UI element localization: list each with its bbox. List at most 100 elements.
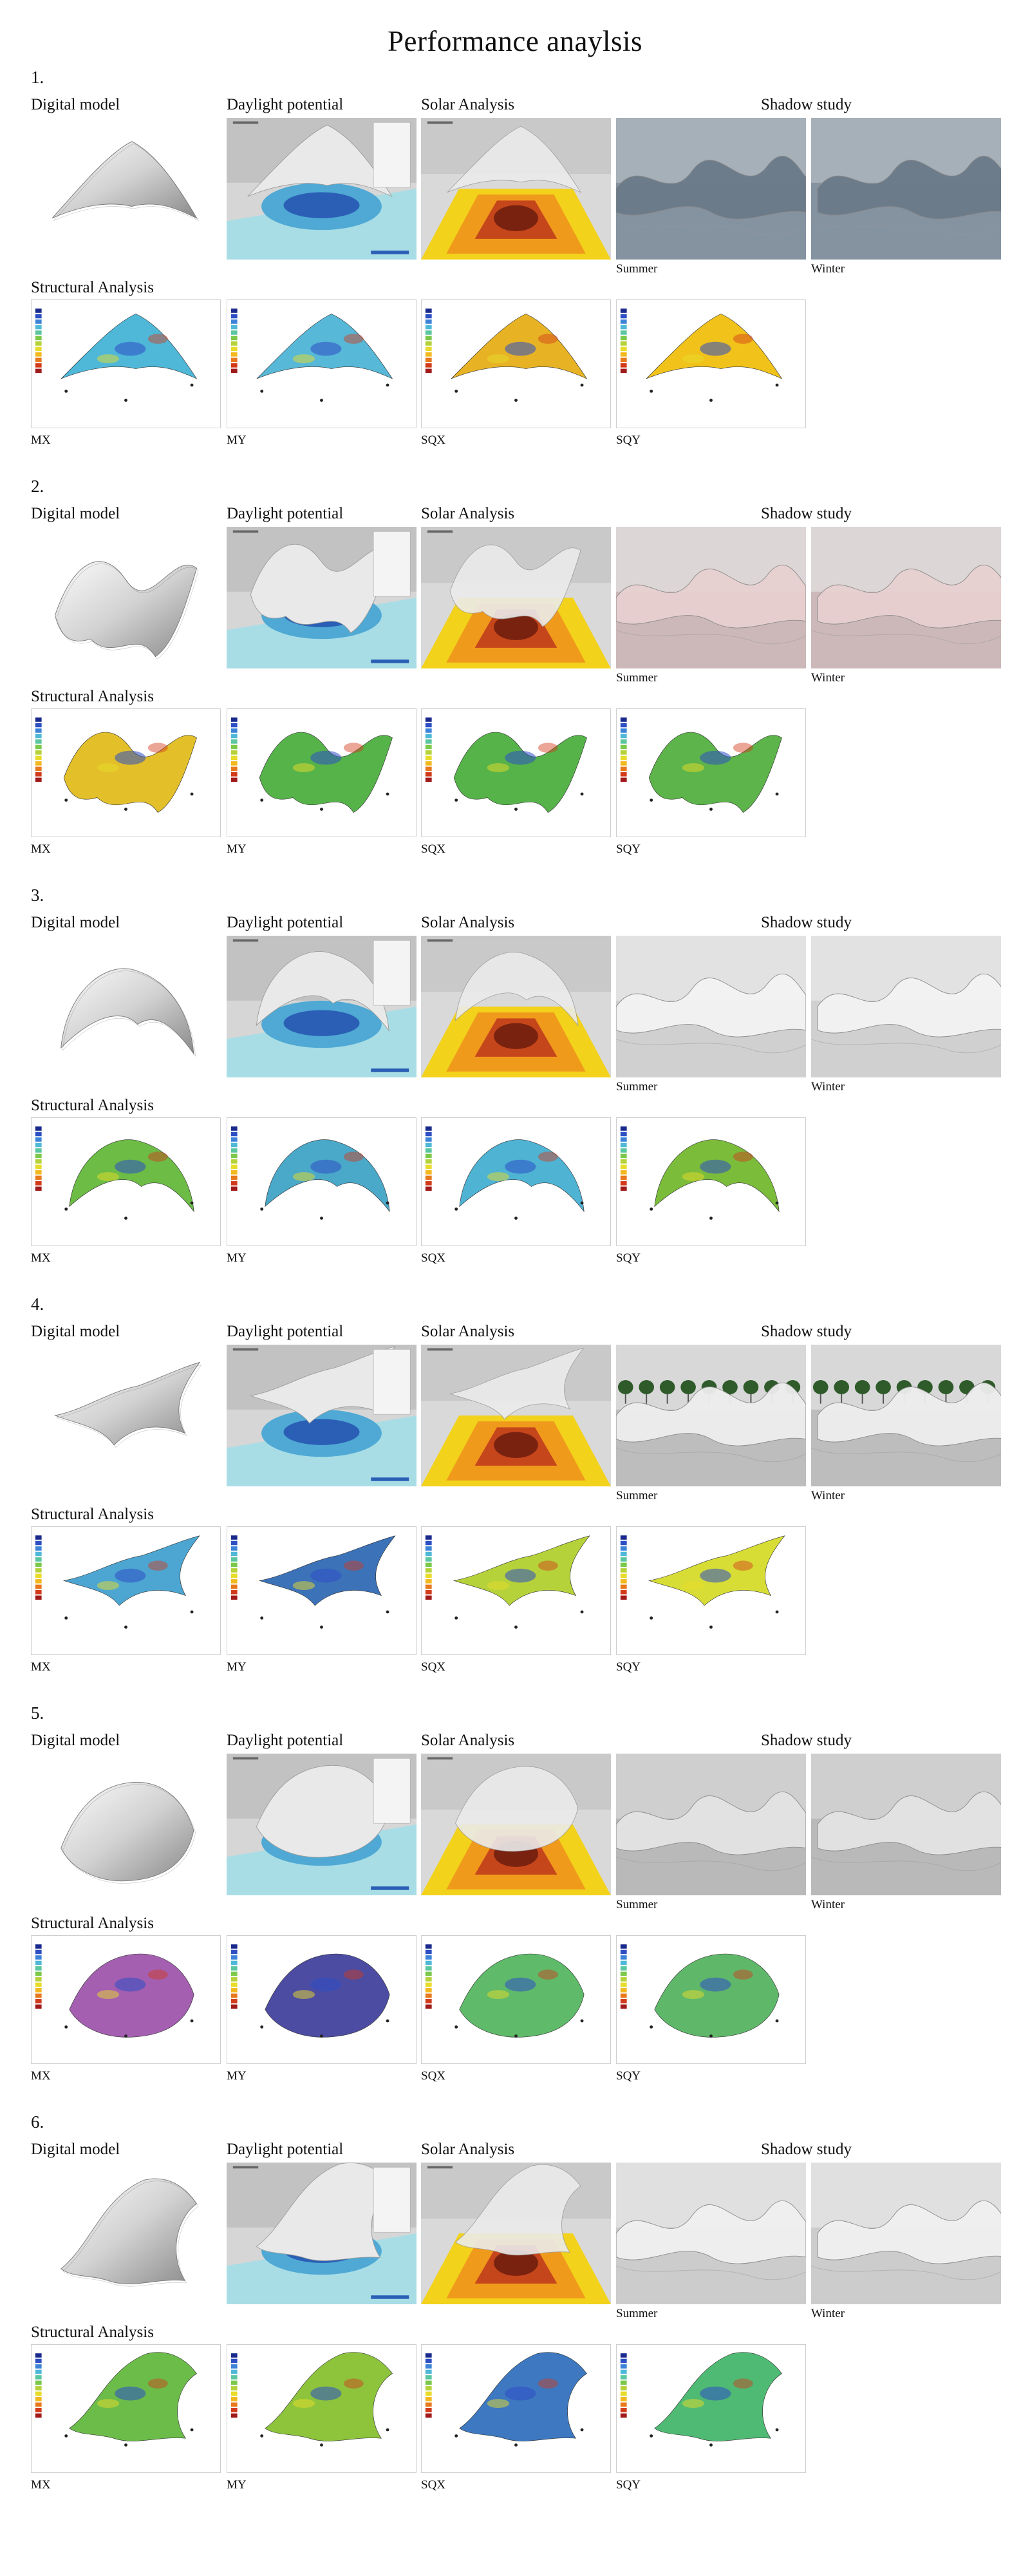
structural-mx-image xyxy=(31,1117,221,1246)
structural-sqy-image xyxy=(616,1117,806,1246)
winter-caption: Winter xyxy=(811,2307,845,2320)
my-caption: MY xyxy=(227,842,247,856)
structural-my-image xyxy=(227,708,417,837)
section-number: 5. xyxy=(31,1703,44,1723)
daylight-potential-image xyxy=(227,1754,417,1895)
my-caption: MY xyxy=(227,1660,247,1674)
winter-caption: Winter xyxy=(811,671,845,685)
structural-my-image xyxy=(227,1117,417,1246)
solar-analysis-image xyxy=(421,1754,611,1895)
solar-analysis-image xyxy=(421,936,611,1077)
daylight-label: Daylight potential xyxy=(227,1323,344,1340)
winter-caption: Winter xyxy=(811,1489,845,1502)
shadow-summer-image xyxy=(616,118,806,260)
summer-caption: Summer xyxy=(616,1489,658,1502)
structural-mx-image xyxy=(31,299,221,428)
structural-sqx-image xyxy=(421,1935,611,2064)
structural-mx-image xyxy=(31,1526,221,1655)
section-3: 3. Digital model Daylight potential Solar A… xyxy=(0,886,1030,1298)
solar-label: Solar Analysis xyxy=(421,1323,515,1340)
structural-sqy-image xyxy=(616,1935,806,2064)
sqx-caption: SQX xyxy=(421,2069,446,2083)
summer-caption: Summer xyxy=(616,1898,658,1911)
sqx-caption: SQX xyxy=(421,1251,446,1265)
structural-sqy-image xyxy=(616,299,806,428)
structural-analysis-label: Structural Analysis xyxy=(31,688,154,705)
solar-label: Solar Analysis xyxy=(421,1732,515,1749)
structural-mx-image xyxy=(31,2344,221,2473)
solar-analysis-image xyxy=(421,118,611,260)
sqy-caption: SQY xyxy=(616,1660,641,1674)
digital-model-image xyxy=(31,118,221,260)
sqx-caption: SQX xyxy=(421,433,446,447)
section-4: 4. Digital model Daylight potential Solar A… xyxy=(0,1294,1030,1707)
shadow-label: Shadow study xyxy=(761,1323,852,1340)
mx-caption: MX xyxy=(31,1660,51,1674)
sqy-caption: SQY xyxy=(616,842,641,856)
digital-model-label: Digital model xyxy=(31,96,120,113)
winter-caption: Winter xyxy=(811,262,845,276)
sqx-caption: SQX xyxy=(421,2478,446,2492)
structural-analysis-label: Structural Analysis xyxy=(31,1915,154,1932)
digital-model-label: Digital model xyxy=(31,1732,120,1749)
structural-my-image xyxy=(227,2344,417,2473)
daylight-potential-image xyxy=(227,2163,417,2304)
structural-analysis-label: Structural Analysis xyxy=(31,1506,154,1523)
shadow-label: Shadow study xyxy=(761,505,852,522)
solar-analysis-image xyxy=(421,2163,611,2304)
structural-mx-image xyxy=(31,1935,221,2064)
structural-my-image xyxy=(227,1935,417,2064)
shadow-label: Shadow study xyxy=(761,96,852,113)
daylight-potential-image xyxy=(227,118,417,260)
summer-caption: Summer xyxy=(616,1080,658,1094)
section-6: 6. Digital model Daylight potential Solar A… xyxy=(0,2112,1030,2524)
sqx-caption: SQX xyxy=(421,1660,446,1674)
daylight-label: Daylight potential xyxy=(227,1732,344,1749)
solar-label: Solar Analysis xyxy=(421,96,515,113)
section-2: 2. Digital model Daylight potential Solar A… xyxy=(0,477,1030,889)
structural-sqx-image xyxy=(421,2344,611,2473)
digital-model-label: Digital model xyxy=(31,2141,120,2158)
summer-caption: Summer xyxy=(616,2307,658,2320)
shadow-winter-image xyxy=(811,1754,1001,1895)
mx-caption: MX xyxy=(31,2069,51,2083)
structural-sqx-image xyxy=(421,708,611,837)
mx-caption: MX xyxy=(31,433,51,447)
shadow-summer-image xyxy=(616,936,806,1077)
daylight-potential-image xyxy=(227,527,417,668)
my-caption: MY xyxy=(227,2478,247,2492)
structural-analysis-label: Structural Analysis xyxy=(31,2324,154,2341)
section-number: 2. xyxy=(31,477,44,496)
section-number: 4. xyxy=(31,1294,44,1314)
shadow-label: Shadow study xyxy=(761,2141,852,2158)
sqy-caption: SQY xyxy=(616,2069,641,2083)
my-caption: MY xyxy=(227,1251,247,1265)
daylight-label: Daylight potential xyxy=(227,914,344,931)
daylight-label: Daylight potential xyxy=(227,2141,344,2158)
sqy-caption: SQY xyxy=(616,2478,641,2492)
solar-label: Solar Analysis xyxy=(421,914,515,931)
section-5: 5. Digital model Daylight potential Solar A… xyxy=(0,1703,1030,2116)
section-number: 1. xyxy=(31,68,44,87)
structural-sqx-image xyxy=(421,1526,611,1655)
shadow-summer-image xyxy=(616,1754,806,1895)
digital-model-image xyxy=(31,1345,221,1486)
sqx-caption: SQX xyxy=(421,842,446,856)
shadow-winter-image xyxy=(811,2163,1001,2304)
shadow-label: Shadow study xyxy=(761,1732,852,1749)
sqy-caption: SQY xyxy=(616,1251,641,1265)
page-title: Performance anaylsis xyxy=(387,25,643,57)
structural-sqx-image xyxy=(421,1117,611,1246)
shadow-summer-image xyxy=(616,2163,806,2304)
structural-analysis-label: Structural Analysis xyxy=(31,1097,154,1114)
structural-sqy-image xyxy=(616,1526,806,1655)
structural-mx-image xyxy=(31,708,221,837)
section-1: 1. Digital model Daylight potential Solar A… xyxy=(0,68,1030,480)
structural-sqy-image xyxy=(616,2344,806,2473)
daylight-potential-image xyxy=(227,1345,417,1486)
structural-my-image xyxy=(227,299,417,428)
digital-model-image xyxy=(31,1754,221,1895)
solar-label: Solar Analysis xyxy=(421,2141,515,2158)
daylight-potential-image xyxy=(227,936,417,1077)
winter-caption: Winter xyxy=(811,1080,845,1094)
